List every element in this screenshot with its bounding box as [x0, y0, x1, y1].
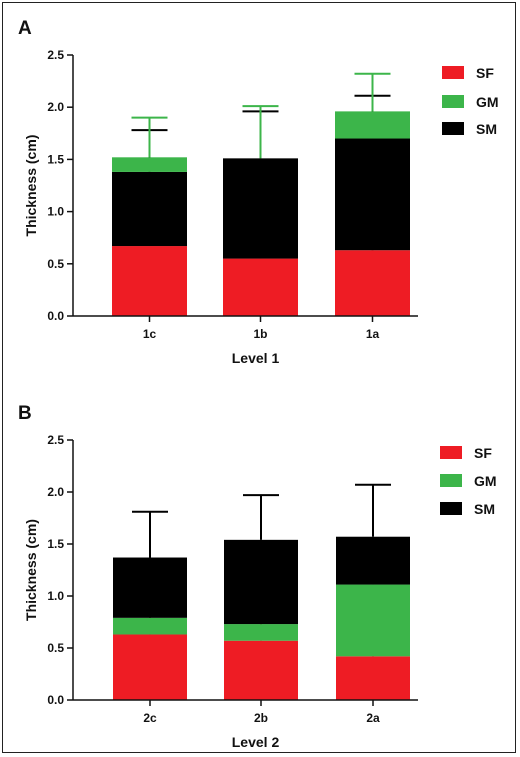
legend-swatch-sf [442, 66, 464, 79]
x-axis-title: Level 2 [232, 734, 280, 750]
x-tick-label-2a: 2a [366, 711, 380, 725]
legend-label-sm: SM [474, 501, 495, 517]
bar-sm-2c [113, 557, 187, 618]
legend-label-sf: SF [474, 445, 492, 461]
chart-panel-b: 0.0 0.5 1.0 1.5 2.0 2.5 2c 2b 2a Level 2 Thickness… [23, 433, 497, 750]
x-tick-label-2b: 2b [254, 711, 268, 725]
y-tick-label: 2.0 [47, 100, 64, 114]
y-tick-label: 2.5 [47, 433, 64, 447]
panel-label-a: A [18, 18, 32, 39]
bar-gm-1a [335, 111, 410, 139]
y-tick-label: 1.5 [47, 537, 64, 551]
x-axis-title: Level 1 [232, 350, 280, 366]
bar-sf-2a [336, 656, 410, 700]
bar-sf-1b [223, 258, 298, 316]
bar-sm-1c [112, 171, 187, 247]
bar-sm-2a [336, 536, 410, 585]
bar-gm-2a [336, 584, 410, 657]
y-tick-label: 0.5 [47, 257, 64, 271]
chart-panel-a: 0.0 0.5 1.0 1.5 2.0 2.5 1c 1b 1a Level 1 Thickness… [23, 48, 499, 366]
x-tick-label-1a: 1a [366, 327, 380, 341]
panel-label-b: B [18, 403, 32, 424]
y-tick-label: 1.0 [47, 589, 64, 603]
legend-label-gm: GM [474, 473, 497, 489]
y-tick-label: 1.5 [47, 152, 64, 166]
x-tick-label-2c: 2c [143, 711, 157, 725]
bar-sf-2b [224, 640, 298, 700]
x-tick-label-1c: 1c [143, 327, 157, 341]
y-axis-title: Thickness (cm) [23, 519, 39, 621]
bar-sf-2c [113, 634, 187, 700]
bar-sm-1a [335, 138, 410, 251]
bar-gm-2b [224, 624, 298, 641]
bar-sf-1a [335, 250, 410, 316]
bar-sm-2b [224, 539, 298, 625]
y-tick-label: 2.0 [47, 485, 64, 499]
y-tick-label: 0.0 [47, 693, 64, 707]
bar-sm-1b [223, 158, 298, 259]
legend-label-sm: SM [476, 121, 497, 137]
y-tick-label: 1.0 [47, 205, 64, 219]
legend-swatch-sf [440, 446, 462, 459]
bar-sf-1c [112, 246, 187, 316]
y-tick-label: 0.0 [47, 309, 64, 323]
bar-gm-2c [113, 617, 187, 635]
y-tick-label: 2.5 [47, 48, 64, 62]
bar-gm-1c [112, 157, 187, 172]
legend-label-gm: GM [476, 94, 499, 110]
legend-swatch-gm [442, 95, 464, 108]
y-axis-title: Thickness (cm) [23, 135, 39, 237]
x-tick-label-1b: 1b [253, 327, 267, 341]
legend-swatch-sm [442, 122, 464, 135]
legend-label-sf: SF [476, 65, 494, 81]
legend-swatch-sm [440, 502, 462, 515]
legend-swatch-gm [440, 474, 462, 487]
y-tick-label: 0.5 [47, 641, 64, 655]
